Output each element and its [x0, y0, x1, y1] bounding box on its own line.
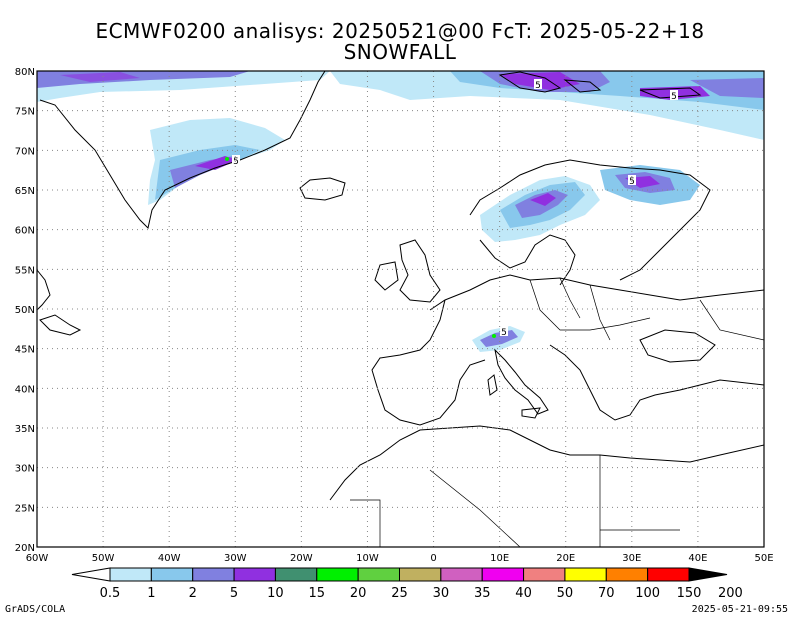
latitude-tick-label: 40N: [15, 384, 35, 395]
coastlines: [37, 71, 764, 547]
longitude-tick-label: 40W: [158, 553, 181, 564]
longitude-tick-label: 50W: [92, 553, 115, 564]
colorbar-label: 10: [267, 586, 284, 601]
map-grid: [37, 71, 764, 547]
latitude-tick-label: 20N: [15, 543, 35, 554]
colorbar-swatch: [605, 567, 649, 582]
map-frame: [36, 70, 765, 548]
colorbar-swatch: [150, 567, 194, 582]
longitude-tick-label: 30W: [224, 553, 247, 564]
contour-label: 5: [501, 328, 507, 338]
colorbar-swatch: [357, 567, 400, 582]
longitude-labels: 60W 50W 40W 30W 20W 10W 0 10E 20E 30E 40E 50E: [26, 553, 774, 564]
longitude-tick-label: 40E: [688, 553, 707, 564]
latitude-tick-label: 45N: [15, 345, 35, 356]
colorbar-min-arrow: [71, 567, 111, 582]
contour-label: 5: [671, 92, 677, 102]
longitude-tick-label: 10E: [490, 553, 509, 564]
contour-label: 5: [233, 157, 239, 167]
latitude-tick-label: 70N: [15, 146, 35, 157]
map-subtitle: SNOWFALL: [343, 40, 457, 64]
footer-timestamp: 2025-05-21-09:55: [691, 604, 788, 615]
latitude-tick-label: 30N: [15, 464, 35, 475]
colorbar-label: 35: [474, 586, 491, 601]
latitude-tick-label: 65N: [15, 186, 35, 197]
longitude-tick-label: 50E: [754, 553, 773, 564]
colorbar-swatch: [647, 567, 690, 582]
colorbar-legend: 0.5 1 2 5 10 15 20 25 30 35 40 50 70 100 150 200: [71, 567, 743, 601]
colorbar-swatch: [523, 567, 566, 582]
latitude-tick-label: 35N: [15, 424, 35, 435]
latitude-tick-label: 60N: [15, 226, 35, 237]
colorbar-swatch: [440, 567, 483, 582]
colorbar-swatch: [399, 567, 442, 582]
colorbar-label: 100: [635, 586, 660, 601]
colorbar-swatch: [316, 567, 359, 582]
colorbar-max-arrow: [688, 567, 728, 582]
longitude-tick-label: 20E: [556, 553, 575, 564]
longitude-tick-label: 0: [430, 553, 436, 564]
colorbar-label: 0.5: [100, 586, 121, 601]
colorbar-label: 40: [515, 586, 532, 601]
colorbar-label: 15: [309, 586, 326, 601]
map-title: ECMWF0200 analisys: 20250521@00 FcT: 202…: [95, 19, 705, 43]
colorbar-label: 2: [189, 586, 197, 601]
colorbar-swatch: [109, 567, 152, 582]
colorbar-swatch: [274, 567, 318, 582]
map-background: [37, 71, 764, 547]
latitude-tick-label: 55N: [15, 265, 35, 276]
latitude-labels: 80N 75N 70N 65N 60N 55N 50N 45N 40N 35N 30N 25N 20N: [15, 67, 35, 554]
latitude-tick-label: 80N: [15, 67, 35, 78]
colorbar-swatch: [481, 567, 525, 582]
longitude-tick-label: 10W: [356, 553, 379, 564]
colorbar-swatch: [564, 567, 607, 582]
latitude-tick-label: 50N: [15, 305, 35, 316]
latitude-tick-label: 25N: [15, 503, 35, 514]
colorbar-label: 70: [598, 586, 615, 601]
colorbar-label: 30: [433, 586, 450, 601]
colorbar-swatch: [192, 567, 235, 582]
colorbar-label: 5: [230, 586, 238, 601]
contour-label: 5: [535, 81, 541, 91]
longitude-tick-label: 30E: [622, 553, 641, 564]
colorbar-label: 25: [391, 586, 408, 601]
latitude-tick-label: 75N: [15, 107, 35, 118]
colorbar-label: 1: [147, 586, 155, 601]
snowfall-shading: [37, 71, 764, 352]
colorbar-label: 20: [350, 586, 367, 601]
longitude-tick-label: 20W: [290, 553, 313, 564]
colorbar-swatch: [233, 567, 276, 582]
colorbar-label: 50: [557, 586, 574, 601]
longitude-tick-label: 60W: [26, 553, 49, 564]
colorbar-label: 150: [677, 586, 702, 601]
footer-credit: GrADS/COLA: [5, 604, 66, 615]
colorbar-label: 200: [718, 586, 743, 601]
